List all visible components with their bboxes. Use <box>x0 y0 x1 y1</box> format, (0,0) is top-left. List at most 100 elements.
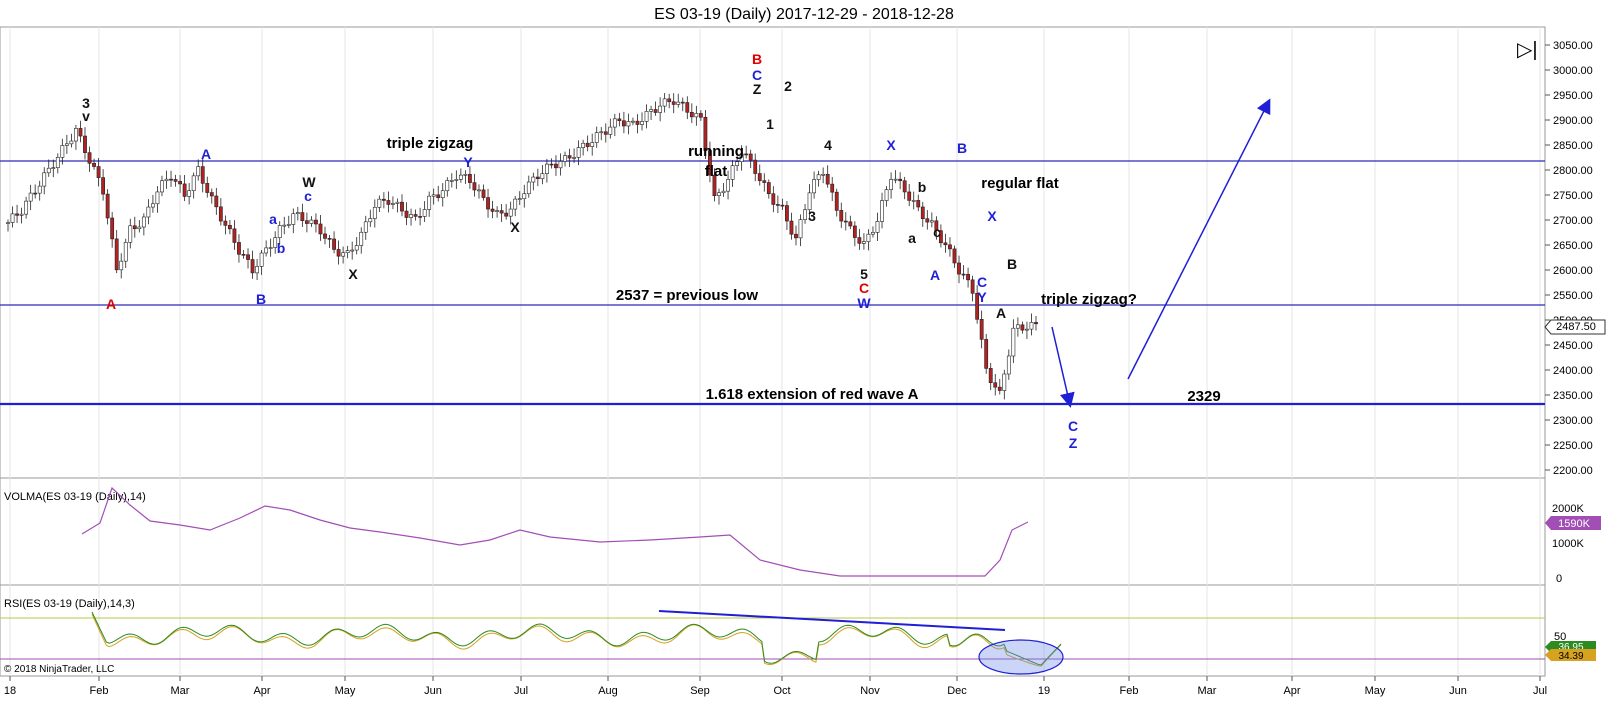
up-arrow <box>1127 98 1271 380</box>
candle-body <box>37 185 42 194</box>
candle-body <box>123 242 128 262</box>
candle-body <box>83 135 87 153</box>
candle-body <box>250 259 255 274</box>
x-tick-label: 19 <box>1038 685 1050 697</box>
price-tick-label: 2200.00 <box>1553 465 1593 477</box>
candle-body <box>957 262 961 275</box>
wave-label: 3 <box>808 208 816 224</box>
x-tick-label: Sep <box>690 685 710 697</box>
x-tick-label: Jun <box>1449 685 1467 697</box>
wave-label: X <box>886 137 896 153</box>
candle-body <box>1020 324 1025 331</box>
wave-label: a <box>908 230 916 246</box>
price-tick-label: 2250.00 <box>1553 440 1593 452</box>
candle-body <box>146 206 151 218</box>
candle-body <box>182 183 187 197</box>
candle-body <box>563 155 567 162</box>
skip-to-end-icon[interactable]: ▷| <box>1517 39 1538 61</box>
candle-body <box>1029 322 1034 330</box>
candle-body <box>617 118 622 122</box>
candle-body <box>803 209 807 220</box>
candle-body <box>979 318 984 340</box>
wave-label: c <box>933 224 941 240</box>
candle-body <box>522 193 527 199</box>
candle-body <box>757 173 762 181</box>
candle-body <box>264 247 269 254</box>
candle-body <box>372 206 377 219</box>
candle-body <box>6 222 10 224</box>
chart-title: ES 03-19 (Daily) 2017-12-29 - 2018-12-28 <box>654 6 954 23</box>
x-tick-label: Apr <box>1283 685 1300 697</box>
candle-body <box>268 247 273 249</box>
x-tick-label: Aug <box>598 685 618 697</box>
candle-body <box>381 198 386 201</box>
wave-label: Z <box>1069 435 1078 451</box>
candle-body <box>857 237 862 244</box>
candle-body <box>277 225 282 238</box>
candle-body <box>545 163 549 174</box>
candle-body <box>771 193 776 205</box>
candle-body <box>200 166 205 184</box>
candle-body <box>535 176 540 180</box>
candle-body <box>33 192 38 195</box>
price-tick-label: 3050.00 <box>1553 40 1593 52</box>
wave-label: Y <box>977 289 987 305</box>
candle-body <box>354 245 359 251</box>
candle-body <box>997 386 1002 391</box>
wave-label: X <box>510 219 520 235</box>
candle-body <box>304 220 309 224</box>
candle-body <box>984 339 989 369</box>
candle-body <box>436 194 441 198</box>
wave-label: A <box>106 296 116 312</box>
candle-body <box>807 192 812 211</box>
rsi-last-value-1: 36.95 <box>1558 642 1583 653</box>
candle-body <box>51 167 56 169</box>
annotation-triple-zigzag: triple zigzag <box>387 135 474 152</box>
candle-body <box>848 221 853 227</box>
candle-body <box>286 224 291 226</box>
candle-body <box>318 223 323 235</box>
annotation-regular-flat: regular flat <box>981 175 1059 192</box>
candle-body <box>187 190 192 197</box>
x-tick-label: Feb <box>90 685 109 697</box>
wave-label: 1 <box>766 116 774 132</box>
candle-body <box>898 178 903 182</box>
candle-body <box>581 142 586 148</box>
last-price-tag <box>1544 319 1606 335</box>
candle-body <box>871 232 875 235</box>
candle-body <box>92 162 96 167</box>
candle-body <box>481 189 486 198</box>
candle-body <box>911 200 916 202</box>
price-tick-label: 2900.00 <box>1553 115 1593 127</box>
candle-body <box>780 204 785 207</box>
rsi-divergence-line <box>658 610 1006 631</box>
wave-label: A <box>201 146 211 162</box>
candle-body <box>431 194 436 197</box>
candle-body <box>789 220 794 235</box>
candle-body <box>662 98 667 107</box>
x-tick-label: Jul <box>514 685 528 697</box>
x-tick-label: 18 <box>4 685 16 697</box>
wave-label: X <box>348 266 358 282</box>
wave-label: 2 <box>784 78 792 94</box>
candle-body <box>794 233 798 239</box>
candle-body <box>626 121 631 127</box>
candle-body <box>42 172 47 187</box>
price-tick-label: 2950.00 <box>1553 90 1593 102</box>
volma-panel <box>0 477 1546 586</box>
candle-body <box>499 210 504 214</box>
wave-label: v <box>82 108 90 124</box>
candle-body <box>929 220 934 223</box>
candle-body <box>658 105 663 113</box>
price-tick-label: 2750.00 <box>1553 190 1593 202</box>
candle-body <box>28 192 33 202</box>
wave-label: B <box>1007 256 1017 272</box>
volma-line <box>81 486 1029 577</box>
candle-body <box>141 216 146 228</box>
price-tick-label: 2450.00 <box>1553 340 1593 352</box>
candle-body <box>513 198 518 210</box>
wave-label: Z <box>753 81 762 97</box>
candle-body <box>590 142 595 147</box>
candle-body <box>458 174 463 180</box>
